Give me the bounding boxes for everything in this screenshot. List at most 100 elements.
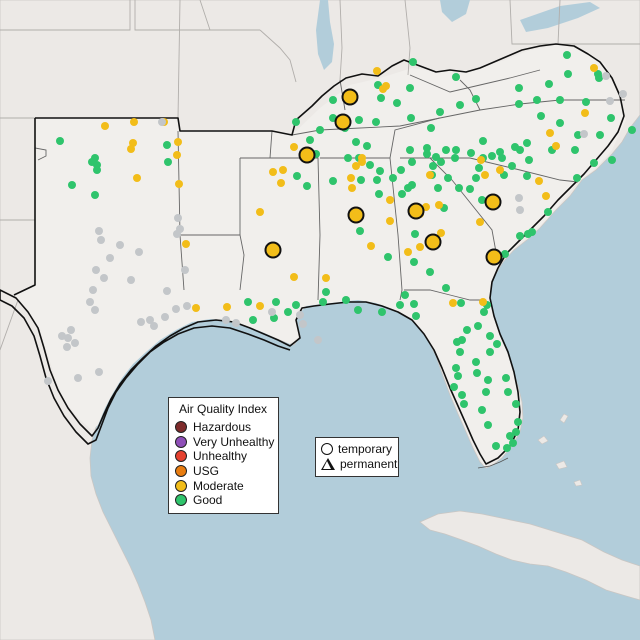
- moderate-site-marker: [322, 274, 330, 282]
- good-site-marker: [249, 316, 257, 324]
- good-site-marker: [596, 131, 604, 139]
- good-site-marker: [515, 84, 523, 92]
- moderate-site-marker: [373, 67, 381, 75]
- good-site-marker: [466, 185, 474, 193]
- good-site-marker: [352, 138, 360, 146]
- good-site-marker: [516, 146, 524, 154]
- moderate-site-marker: [479, 298, 487, 306]
- temporary-moderate-site-marker: [485, 248, 503, 266]
- good-site-marker: [501, 250, 509, 258]
- good-site-marker: [406, 146, 414, 154]
- good-site-marker: [384, 253, 392, 261]
- good-site-marker: [514, 418, 522, 426]
- no-data-site-marker: [232, 319, 240, 327]
- no-data-site-marker: [150, 322, 158, 330]
- good-site-marker: [563, 51, 571, 59]
- no-data-site-marker: [146, 316, 154, 324]
- good-site-marker: [488, 152, 496, 160]
- type-legend-temporary: temporary: [321, 442, 393, 457]
- no-data-site-marker: [63, 343, 71, 351]
- moderate-site-marker: [416, 243, 424, 251]
- circle-icon: [321, 443, 333, 456]
- aqi-legend-usg: USG: [175, 464, 272, 479]
- good-site-marker: [376, 167, 384, 175]
- moderate-site-marker: [386, 217, 394, 225]
- aqi-legend-good: Good: [175, 493, 272, 508]
- good-site-marker: [492, 442, 500, 450]
- triangle-icon: [321, 457, 335, 470]
- aqi-legend-hazardous: Hazardous: [175, 420, 272, 435]
- no-data-site-marker: [95, 227, 103, 235]
- aqi-legend: Air Quality Index Hazardous Very Unhealt…: [168, 397, 279, 514]
- good-site-marker: [408, 181, 416, 189]
- good-site-marker: [372, 118, 380, 126]
- good-site-marker: [463, 326, 471, 334]
- monitor-type-legend: temporary permanent: [315, 437, 399, 477]
- no-data-site-marker: [67, 326, 75, 334]
- moderate-site-marker: [127, 145, 135, 153]
- no-data-site-marker: [580, 130, 588, 138]
- good-site-marker: [357, 176, 365, 184]
- no-data-site-marker: [71, 339, 79, 347]
- good-site-marker: [164, 158, 172, 166]
- moderate-site-marker: [546, 129, 554, 137]
- good-site-marker: [590, 159, 598, 167]
- aqi-legend-very-unhealthy: Very Unhealthy: [175, 435, 274, 450]
- good-site-marker: [293, 172, 301, 180]
- moderate-site-marker: [279, 166, 287, 174]
- good-site-marker: [306, 136, 314, 144]
- moderate-site-marker: [535, 177, 543, 185]
- good-site-marker: [509, 439, 517, 447]
- moderate-site-marker: [256, 302, 264, 310]
- good-site-marker: [480, 308, 488, 316]
- moderate-site-marker: [256, 208, 264, 216]
- temporary-moderate-site-marker: [334, 113, 352, 131]
- lake-erie: [520, 2, 600, 32]
- state-boundaries: [0, 0, 640, 351]
- no-data-site-marker: [86, 298, 94, 306]
- moderate-site-marker: [477, 156, 485, 164]
- aqi-legend-unhealthy: Unhealthy: [175, 449, 272, 464]
- good-site-marker: [486, 332, 494, 340]
- no-data-site-marker: [91, 306, 99, 314]
- good-site-marker: [436, 108, 444, 116]
- good-site-marker: [493, 340, 501, 348]
- good-site-marker: [525, 156, 533, 164]
- moderate-site-marker: [552, 142, 560, 150]
- no-data-site-marker: [158, 118, 166, 126]
- good-site-marker: [484, 376, 492, 384]
- moderate-site-marker: [496, 166, 504, 174]
- no-data-site-marker: [172, 305, 180, 313]
- good-site-marker: [456, 101, 464, 109]
- moderate-site-marker: [476, 218, 484, 226]
- aqi-label-moderate: Moderate: [193, 478, 244, 493]
- temporary-moderate-site-marker: [424, 233, 442, 251]
- no-data-site-marker: [515, 194, 523, 202]
- temporary-moderate-site-marker: [341, 88, 359, 106]
- good-site-marker: [397, 166, 405, 174]
- good-site-marker: [460, 400, 468, 408]
- no-data-site-marker: [100, 274, 108, 282]
- moderate-site-marker: [581, 109, 589, 117]
- good-swatch: [175, 494, 187, 507]
- no-data-site-marker: [74, 374, 82, 382]
- good-site-marker: [607, 114, 615, 122]
- good-site-marker: [582, 98, 590, 106]
- good-site-marker: [292, 118, 300, 126]
- good-site-marker: [454, 372, 462, 380]
- no-data-site-marker: [314, 336, 322, 344]
- good-site-marker: [303, 182, 311, 190]
- good-site-marker: [455, 184, 463, 192]
- temporary-moderate-sites: [264, 88, 503, 266]
- good-site-marker: [329, 96, 337, 104]
- no-data-site-marker: [106, 254, 114, 262]
- moderate-site-marker: [386, 196, 394, 204]
- good-site-marker: [512, 428, 520, 436]
- good-site-marker: [272, 298, 280, 306]
- moderate-swatch: [175, 479, 187, 492]
- no-data-site-marker: [127, 276, 135, 284]
- no-data-site-marker: [92, 266, 100, 274]
- good-site-marker: [472, 174, 480, 182]
- moderate-site-marker: [290, 273, 298, 281]
